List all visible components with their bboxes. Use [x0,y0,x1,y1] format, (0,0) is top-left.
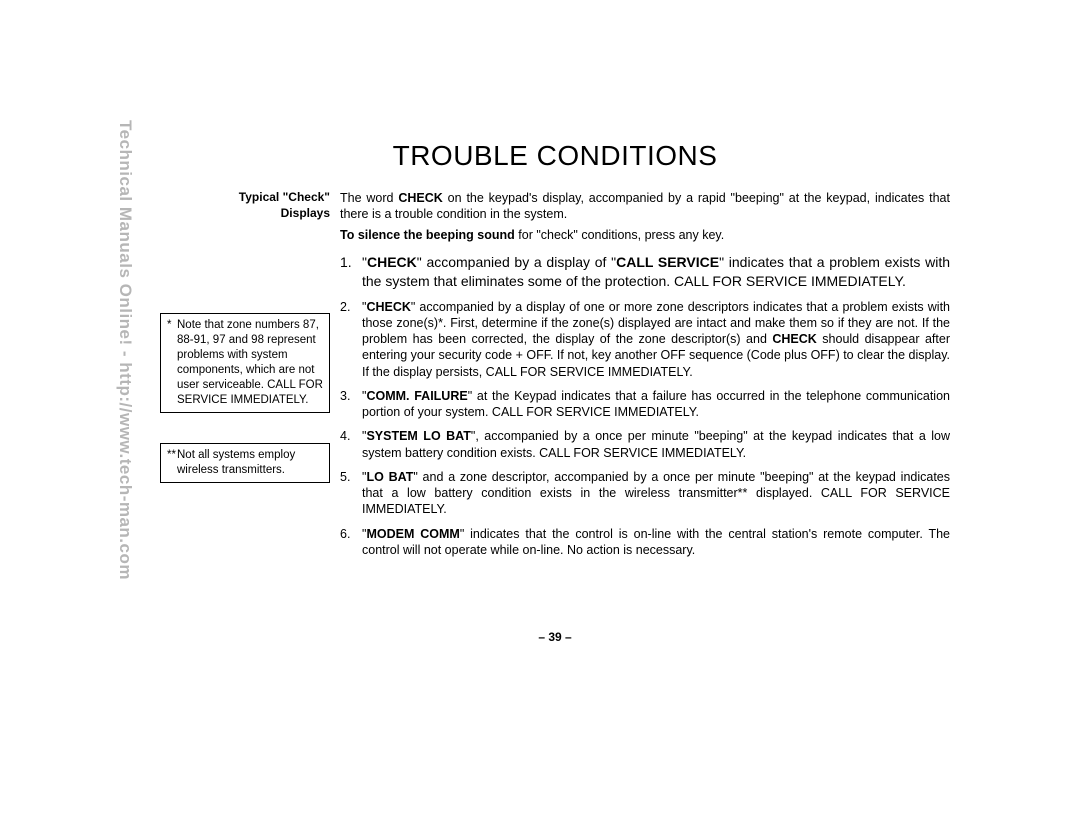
item-number: 5. [340,469,362,518]
list-item: 4."SYSTEM LO BAT", accompanied by a once… [340,428,950,461]
list-item: 5."LO BAT" and a zone descriptor, accomp… [340,469,950,518]
item-body: "CHECK" accompanied by a display of one … [362,299,950,380]
item-number: 3. [340,388,362,421]
silence-bold: To silence the beeping sound [340,228,515,242]
bold-segment: CHECK [366,300,410,314]
intro-text-a: The word [340,191,398,205]
bold-segment: SYSTEM LO BAT [366,429,470,443]
page-number: – 39 – [160,630,950,644]
page-title: TROUBLE CONDITIONS [160,140,950,172]
intro-bold-check: CHECK [398,191,442,205]
list-item: 3."COMM. FAILURE" at the Keypad indicate… [340,388,950,421]
item-body: "MODEM COMM" indicates that the control … [362,526,950,559]
item-body: "SYSTEM LO BAT", accompanied by a once p… [362,428,950,461]
silence-paragraph: To silence the beeping sound for "check"… [340,227,950,243]
item-number: 6. [340,526,362,559]
item-body: "CHECK" accompanied by a display of "CAL… [362,253,950,291]
item-body: "LO BAT" and a zone descriptor, accompan… [362,469,950,518]
numbered-list: 1."CHECK" accompanied by a display of "C… [340,253,950,558]
right-column: The word CHECK on the keypad's display, … [340,190,950,566]
bold-segment: CHECK [367,254,417,270]
note-1-text: Note that zone numbers 87, 88-91, 97 and… [177,318,323,408]
note-1-asterisk: * [167,318,177,408]
text-segment: " accompanied by a display of " [417,254,616,270]
list-item: 2."CHECK" accompanied by a display of on… [340,299,950,380]
item-number: 1. [340,253,362,291]
silence-rest: for "check" conditions, press any key. [515,228,724,242]
left-heading: Typical "Check" Displays [160,190,330,221]
bold-segment: LO BAT [366,470,413,484]
heading-line-2: Displays [281,206,330,220]
bold-segment: MODEM COMM [366,527,459,541]
item-body: "COMM. FAILURE" at the Keypad indicates … [362,388,950,421]
bold-segment: CHECK [772,332,816,346]
left-column: Typical "Check" Displays * Note that zon… [160,190,340,513]
note-2-asterisk: ** [167,448,177,478]
note-2-text: Not all systems employ wireless transmit… [177,448,323,478]
page-content: TROUBLE CONDITIONS Typical "Check" Displ… [160,140,950,566]
text-segment: " and a zone descriptor, accompanied by … [362,470,950,517]
note-box-1: * Note that zone numbers 87, 88-91, 97 a… [160,313,330,413]
two-column-layout: Typical "Check" Displays * Note that zon… [160,190,950,566]
list-item: 6."MODEM COMM" indicates that the contro… [340,526,950,559]
item-number: 4. [340,428,362,461]
note-box-2: ** Not all systems employ wireless trans… [160,443,330,483]
bold-segment: CALL SERVICE [616,254,719,270]
intro-paragraph: The word CHECK on the keypad's display, … [340,190,950,223]
heading-line-1: Typical "Check" [239,190,330,204]
list-item: 1."CHECK" accompanied by a display of "C… [340,253,950,291]
item-number: 2. [340,299,362,380]
bold-segment: COMM. FAILURE [366,389,467,403]
watermark-text: Technical Manuals Online! - http://www.t… [115,120,135,580]
